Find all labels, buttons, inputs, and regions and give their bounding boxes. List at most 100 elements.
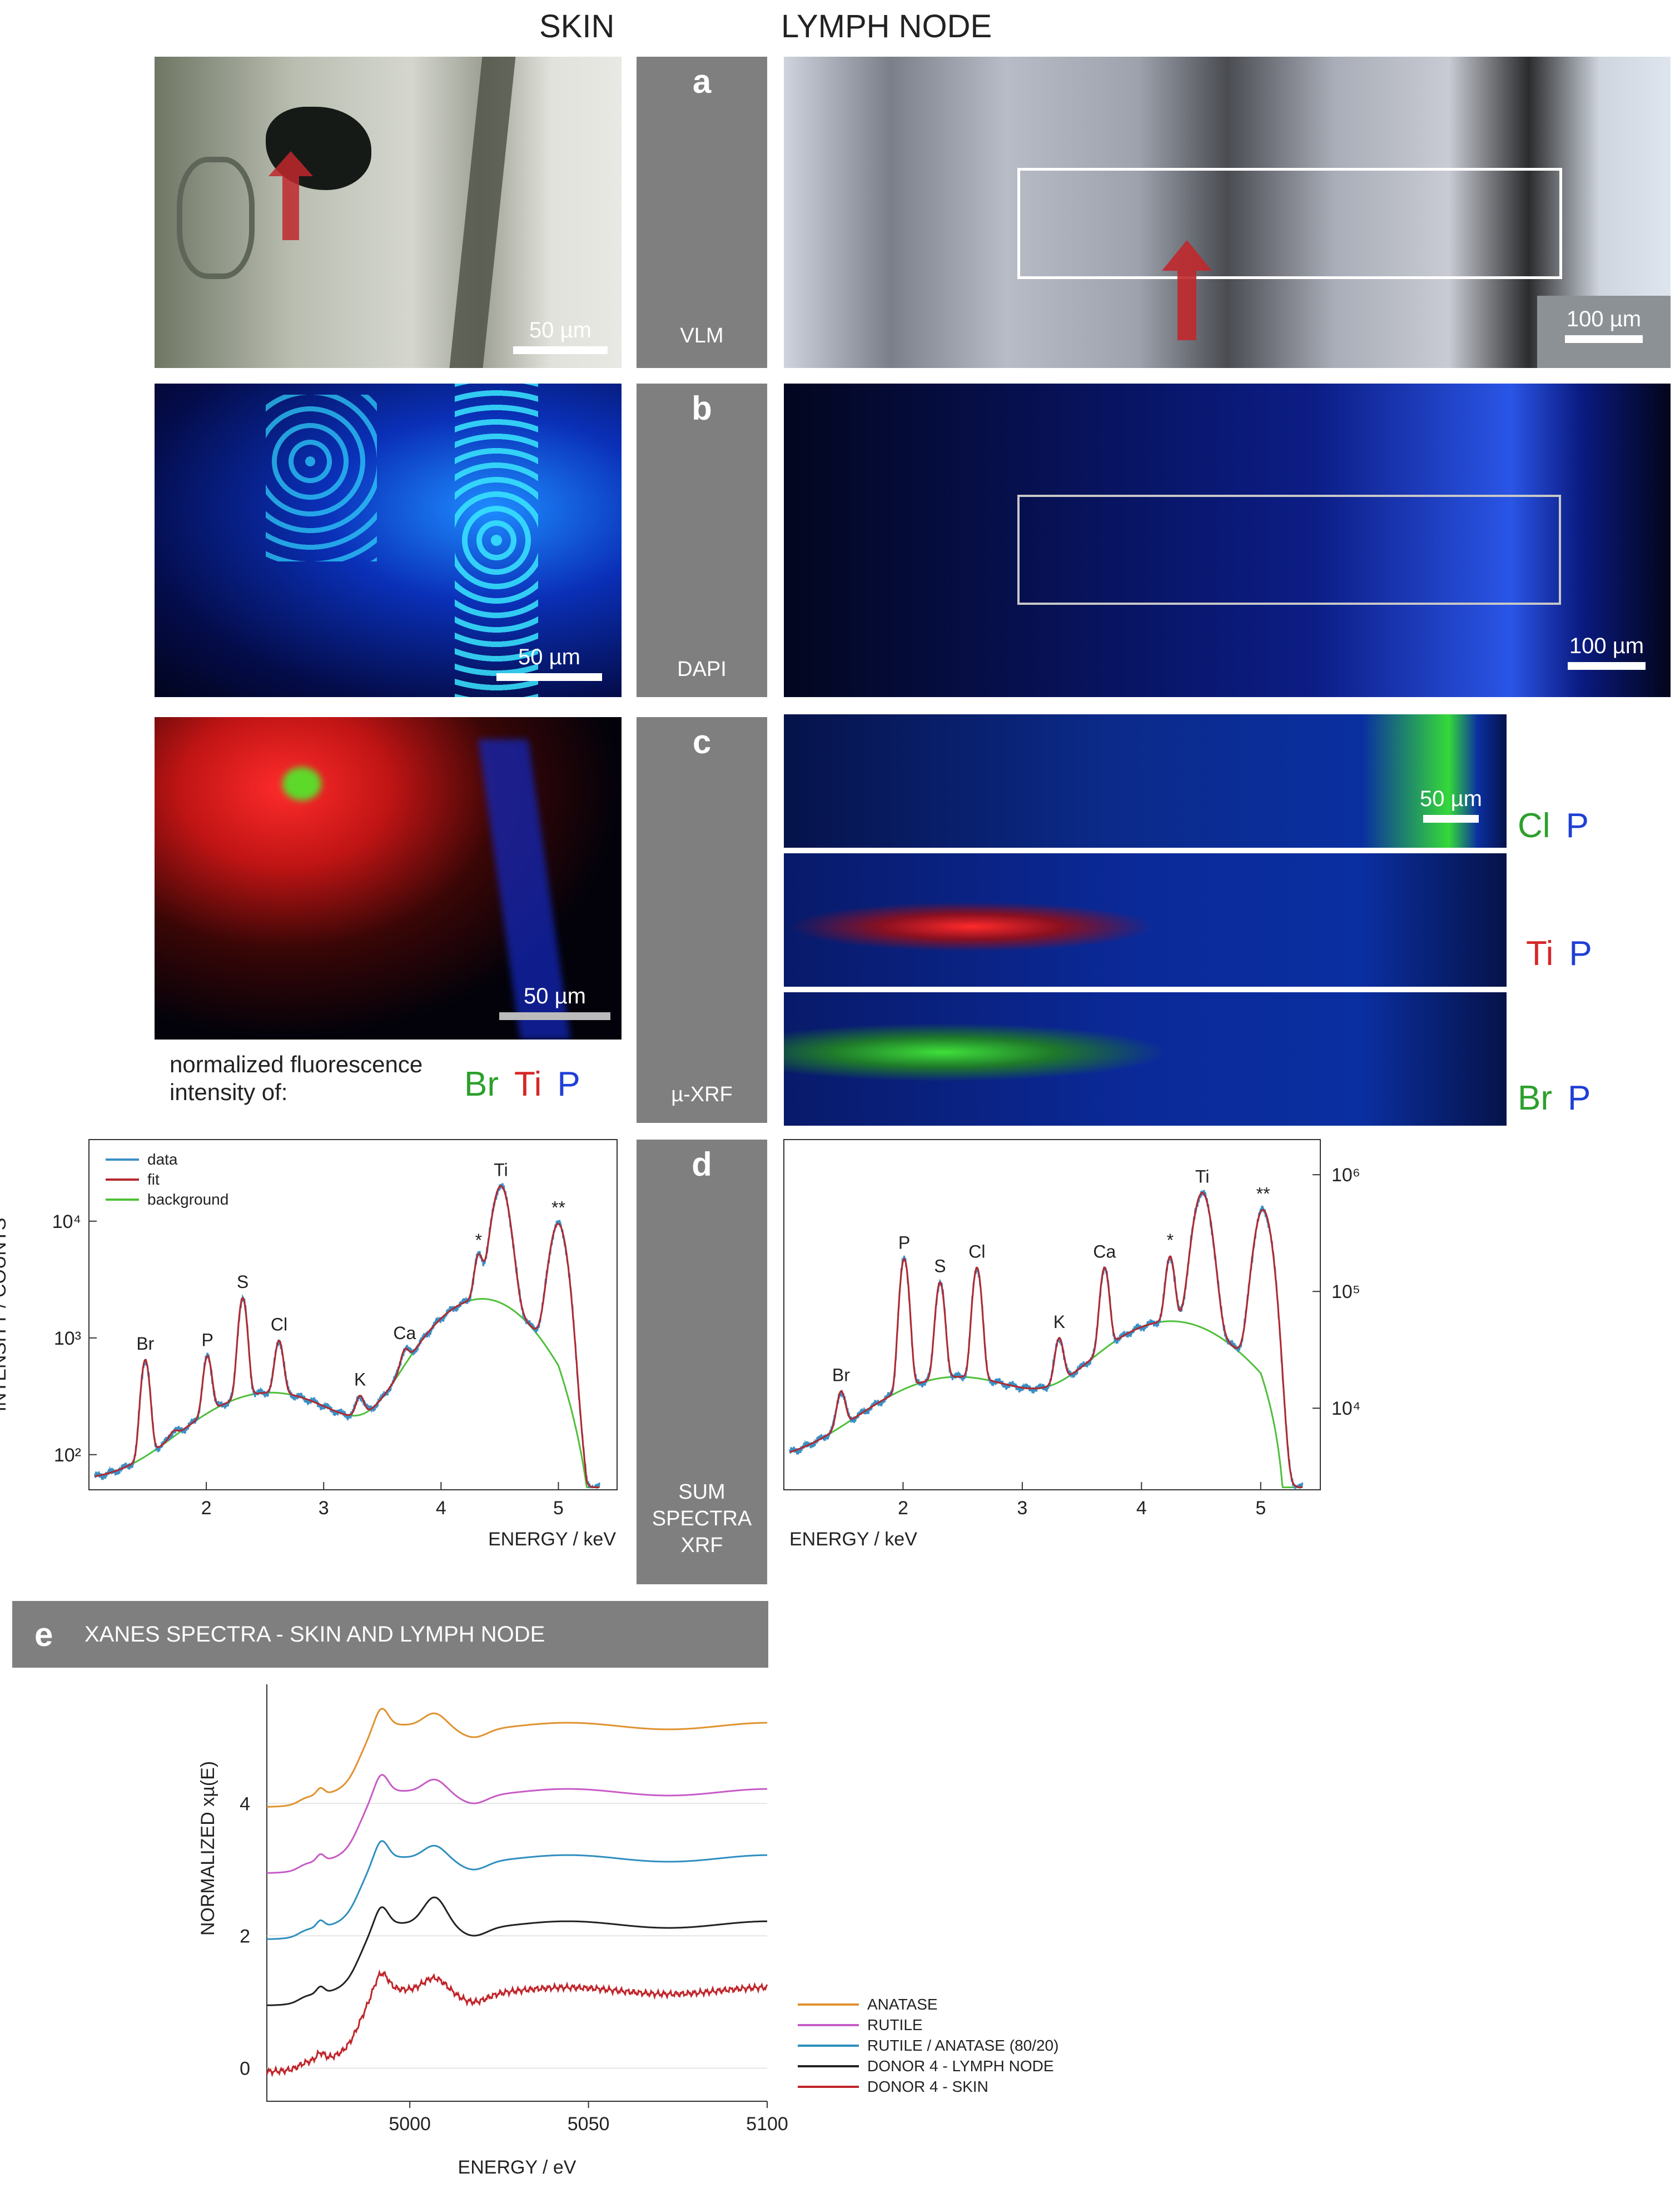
scale-bar: 50 µm [494, 645, 605, 681]
x-tick-label: 5 [553, 1498, 564, 1519]
peak-label: ** [551, 1197, 565, 1217]
element-label-ti: Ti [1526, 934, 1554, 973]
plot-axes [266, 1684, 767, 2102]
region-box [1017, 495, 1561, 605]
xanes-series-line [267, 1708, 767, 1808]
fluorescence-label: normalized fluorescence intensity of: [170, 1051, 423, 1106]
plot-frame [88, 1139, 618, 1490]
scale-bar: 50 µm [510, 318, 610, 354]
lymph-xrf-cl-p-image: 50 µm [784, 714, 1507, 848]
x-tick-label: 2 [201, 1498, 212, 1519]
xanes-series-line [266, 1896, 767, 2006]
caption-line-xrf: XRF [680, 1534, 723, 1557]
sum-spectrum-skin-chart: Br P S Cl K Ca * Ti ** 2 3 4 5 10² 10³ 10⁴ ENERGY / keV I… [0, 1139, 618, 1550]
peak-label: K [1053, 1312, 1065, 1332]
panel-letter-e: e [34, 1616, 53, 1653]
y-axis-label: INTENSITY / COUNTS [0, 1218, 10, 1412]
peak-label: ** [1256, 1183, 1270, 1204]
peak-label: P [898, 1233, 910, 1253]
xanes-series-line [266, 1969, 768, 2077]
column-title-lymph: LYMPH NODE [781, 8, 992, 44]
element-label-br: Br [464, 1065, 499, 1103]
lymph-row-legend-br-p: Br P [1518, 1078, 1606, 1118]
peak-label: Ca [393, 1323, 416, 1343]
element-label-p: P [557, 1065, 580, 1103]
red-arrow-icon [269, 151, 313, 240]
xanes-series-line [267, 1840, 767, 1940]
red-arrow-icon [1162, 240, 1212, 340]
series-data-line [94, 1183, 600, 1490]
element-label-p: P [1565, 807, 1589, 845]
peak-label: P [202, 1330, 213, 1350]
panel-letter-d: d [692, 1146, 712, 1183]
x-tick-label: 4 [1136, 1498, 1147, 1519]
y-tick-label: 10³ [54, 1328, 81, 1349]
column-title-skin: SKIN [539, 8, 615, 44]
panel-letter-a: a [692, 63, 712, 100]
lymph-xrf-ti-p-image [784, 853, 1507, 987]
legend-entry: DONOR 4 - SKIN [867, 2078, 988, 2095]
x-tick-label: 3 [319, 1498, 329, 1519]
legend-entry: data [147, 1151, 178, 1168]
scale-bar: 100 µm [1551, 634, 1662, 670]
y-tick-label: 0 [240, 2058, 250, 2079]
y-tick-label: 10⁶ [1331, 1165, 1360, 1186]
y-tick-label: 10⁴ [52, 1211, 81, 1232]
peak-label: Br [136, 1334, 154, 1354]
y-tick-label: 10² [54, 1445, 81, 1466]
series-data-line [789, 1190, 1304, 1490]
lymph-xrf-br-p-image [784, 992, 1507, 1126]
xanes-series-line [266, 1774, 767, 1874]
skin-xrf-image: 50 µm [155, 717, 622, 1040]
caption-line-sum: SUM [678, 1480, 725, 1504]
lymph-row-legend-cl-p: Cl P [1518, 806, 1604, 846]
lymph-row-legend-ti-p: Ti P [1526, 934, 1608, 973]
panel-caption-dapi: DAPI [677, 658, 727, 681]
lymph-vlm-image: 100 µm [784, 57, 1671, 368]
y-tick-label: 4 [240, 1793, 250, 1814]
element-label-p: P [1569, 934, 1592, 973]
panel-caption-sum-spectra: SUM SPECTRA XRF [637, 1479, 767, 1559]
x-tick-label: 5100 [746, 2114, 788, 2135]
element-label-ti: Ti [514, 1065, 542, 1103]
y-axis-label: NORMALIZED xµ(E) [197, 1761, 218, 1936]
panel-letter-c: c [692, 723, 712, 760]
caption-line-spectra: SPECTRA [652, 1507, 752, 1530]
peak-label: S [237, 1272, 248, 1292]
xanes-chart: 0 2 4 5000 5050 5100 ENERGY / eV NORMALIZED xµ(… [197, 1684, 1058, 2178]
element-label-p: P [1568, 1079, 1591, 1117]
x-tick-label: 5050 [568, 2114, 610, 2135]
fluorescence-label-line2: intensity of: [170, 1079, 288, 1105]
scale-bar: 50 µm [488, 984, 622, 1020]
series-background-line [95, 1298, 600, 1489]
y-tick-label: 10⁵ [1331, 1281, 1360, 1302]
peak-label: Cl [968, 1241, 985, 1261]
panel-caption-xrf: µ-XRF [671, 1083, 733, 1106]
y-tick-label: 2 [240, 1926, 250, 1947]
series-fit-line [95, 1185, 600, 1488]
peak-label: Ti [494, 1160, 508, 1180]
peak-label: * [1167, 1230, 1174, 1250]
peak-label: * [475, 1230, 482, 1250]
skin-dapi-image: 50 µm [155, 384, 622, 697]
panel-title-xanes: XANES SPECTRA - SKIN AND LYMPH NODE [85, 1622, 545, 1647]
lymph-dapi-image: 100 µm [784, 384, 1671, 697]
peak-label: Ti [1195, 1167, 1209, 1187]
panel-header-e: e XANES SPECTRA - SKIN AND LYMPH NODE [12, 1601, 768, 1668]
x-tick-label: 5 [1255, 1498, 1266, 1519]
x-tick-label: 5000 [389, 2114, 431, 2135]
scale-bar: 100 µm [1545, 307, 1662, 343]
series-background-line [789, 1320, 1303, 1489]
element-label-br: Br [1518, 1079, 1552, 1117]
y-tick-label: 10⁴ [1331, 1398, 1360, 1419]
panel-strip-d: d SUM SPECTRA XRF [637, 1140, 767, 1584]
skin-element-legend: Br Ti P [464, 1065, 596, 1104]
panel-letter-b: b [692, 390, 712, 427]
fluorescence-label-line1: normalized fluorescence [170, 1051, 423, 1077]
legend-entry: DONOR 4 - LYMPH NODE [867, 2057, 1054, 2075]
skin-vlm-image: 50 µm [155, 57, 622, 368]
sum-spectrum-lymph-chart: Br P S Cl K Ca * Ti ** 2 3 4 5 10⁴ 10⁵ 10⁶ ENERGY / keV [783, 1139, 1360, 1550]
legend-entry: fit [147, 1171, 160, 1188]
series-fit-line [789, 1192, 1303, 1488]
region-box [1017, 168, 1562, 279]
